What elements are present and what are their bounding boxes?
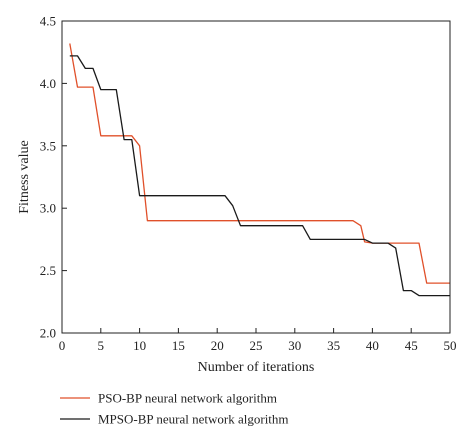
x-tick-label: 15	[172, 338, 185, 353]
y-tick-label: 4.5	[40, 14, 56, 29]
x-axis-ticks: 0 5 10 15 20 25 30 35 40 45 50	[59, 328, 457, 353]
legend-label-2: MPSO-BP neural network algorithm	[98, 412, 289, 427]
x-tick-label: 25	[250, 338, 263, 353]
x-tick-label: 5	[98, 338, 105, 353]
plot-frame	[61, 20, 451, 334]
x-tick-label: 20	[211, 338, 224, 353]
x-axis-label: Number of iterations	[198, 360, 315, 375]
y-tick-label: 3.5	[40, 138, 56, 153]
plot-lines	[69, 43, 450, 297]
y-tick-label: 2.0	[40, 326, 56, 341]
x-tick-label: 10	[133, 338, 146, 353]
legend-label-1: PSO-BP neural network algorithm	[98, 391, 277, 406]
series-line-1	[69, 43, 450, 284]
legend: PSO-BP neural network algorithm MPSO-BP n…	[60, 391, 289, 427]
x-tick-label: 45	[405, 338, 418, 353]
y-tick-label: 2.5	[40, 263, 56, 278]
x-tick-label: 40	[366, 338, 379, 353]
y-axis-ticks: 2.0 2.5 3.0 3.5 4.0 4.5	[40, 14, 67, 341]
x-tick-label: 50	[444, 338, 457, 353]
x-tick-label: 0	[59, 338, 66, 353]
y-axis-label: Fitness value	[17, 140, 32, 214]
x-tick-label: 30	[288, 338, 301, 353]
y-tick-label: 4.0	[40, 76, 56, 91]
x-tick-label: 35	[327, 338, 340, 353]
series-line-2	[69, 55, 450, 297]
y-tick-label: 3.0	[40, 201, 56, 216]
